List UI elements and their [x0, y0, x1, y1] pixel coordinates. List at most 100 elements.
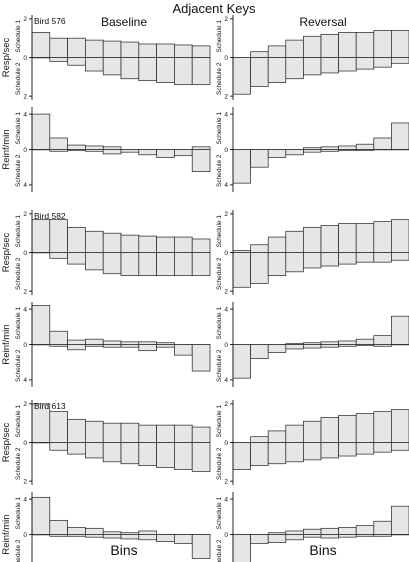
- bar-upper-4: [285, 230, 304, 253]
- schedule-1-label: Schedule 1: [216, 112, 223, 145]
- bar-upper-4: [85, 39, 104, 58]
- bar-upper-9: [174, 236, 193, 253]
- bar-lower-4: [285, 252, 304, 273]
- bar-lower-7: [338, 534, 357, 538]
- bar-lower-3: [267, 534, 287, 543]
- bar-lower-4: [85, 252, 104, 271]
- bar-upper-5: [102, 531, 122, 535]
- schedule-2-label: Schedule 2: [216, 257, 223, 290]
- bar-lower-8: [156, 149, 175, 158]
- bar-lower-1: [232, 534, 251, 562]
- bar-upper-4: [85, 338, 104, 345]
- schedule-1-label: Schedule 1: [15, 215, 22, 248]
- bar-lower-7: [138, 149, 157, 156]
- bar-upper-3: [67, 339, 86, 345]
- bar-upper-9: [174, 44, 193, 58]
- schedule-1-label: Schedule 1: [216, 20, 223, 53]
- bar-lower-6: [320, 57, 339, 74]
- bar-lower-1: [232, 442, 251, 470]
- schedule-2-label: Schedule 2: [216, 62, 223, 95]
- schedule-2-label: Schedule 2: [216, 349, 223, 382]
- bar-lower-4: [285, 534, 304, 541]
- bar-lower-2: [49, 252, 68, 259]
- y-tick-label-2: 2: [224, 93, 228, 100]
- bar-upper-9: [373, 411, 392, 443]
- bar-upper-8: [156, 43, 175, 58]
- y-label-resp-sec: Resp/sec: [1, 37, 12, 77]
- bar-upper-5: [102, 146, 122, 150]
- bar-lower-7: [138, 442, 157, 467]
- bar-upper-2: [49, 137, 68, 150]
- bar-upper-6: [320, 527, 339, 535]
- bar-lower-6: [120, 252, 140, 277]
- bar-lower-2: [250, 344, 269, 360]
- schedule-2-label: Schedule 2: [216, 539, 223, 562]
- bar-lower-1: [232, 57, 251, 95]
- bar-upper-2: [250, 244, 269, 253]
- bar-lower-3: [267, 57, 287, 83]
- bar-lower-9: [174, 149, 193, 157]
- bar-lower-1: [232, 252, 251, 288]
- y-tick-label-1: 0: [224, 342, 228, 349]
- bar-lower-2: [49, 442, 68, 451]
- bar-lower-5: [102, 252, 122, 275]
- bar-upper-3: [67, 227, 86, 253]
- bar-lower-4: [285, 344, 304, 350]
- bar-lower-10: [391, 252, 409, 261]
- bar-upper-10: [391, 315, 409, 345]
- bar-upper-7: [338, 32, 357, 58]
- y-tick-label-2: 2: [23, 288, 27, 295]
- y-tick-label-1: 0: [23, 147, 27, 154]
- y-tick-label-0: 4: [224, 111, 228, 118]
- bar-upper-5: [102, 340, 122, 345]
- bar-upper-9: [373, 30, 392, 58]
- bar-lower-4: [85, 534, 104, 538]
- bar-upper-2: [49, 519, 68, 535]
- bar-upper-6: [320, 417, 339, 443]
- bar-lower-7: [338, 57, 357, 72]
- bird-label-bird-613: Bird 613: [34, 401, 66, 411]
- bar-lower-5: [102, 534, 122, 539]
- bar-lower-5: [102, 344, 122, 348]
- bins-label-baseline: Bins: [110, 542, 137, 558]
- bar-lower-8: [156, 442, 175, 468]
- bar-upper-4: [285, 39, 304, 58]
- bar-lower-3: [267, 442, 287, 465]
- schedule-2-label: Schedule 2: [15, 62, 22, 95]
- y-tick-label-2: 2: [224, 288, 228, 295]
- bar-lower-4: [285, 442, 304, 463]
- bar-upper-4: [85, 230, 104, 253]
- y-tick-label-2: 4: [224, 377, 228, 384]
- bar-lower-5: [303, 57, 322, 76]
- bar-lower-7: [338, 442, 357, 457]
- y-tick-label-0: 4: [23, 496, 27, 503]
- y-tick-label-1: 0: [23, 532, 27, 539]
- y-label-resp-sec: Resp/sec: [1, 232, 12, 272]
- bar-lower-3: [67, 252, 86, 265]
- bar-lower-10: [191, 149, 211, 172]
- bar-upper-5: [303, 35, 322, 58]
- bar-upper-4: [85, 527, 104, 535]
- bar-lower-3: [67, 344, 86, 351]
- y-tick-label-0: 4: [23, 306, 27, 313]
- bar-lower-9: [373, 252, 392, 263]
- schedule-2-label: Schedule 2: [15, 154, 22, 187]
- y-label-resp-sec: Resp/sec: [1, 422, 12, 462]
- bar-upper-7: [338, 415, 357, 443]
- bar-upper-10: [391, 505, 409, 535]
- y-tick-label-0: 2: [224, 211, 228, 218]
- y-tick-label-0: 4: [224, 496, 228, 503]
- y-tick-label-1: 0: [23, 250, 27, 257]
- bar-upper-5: [303, 528, 322, 535]
- bar-upper-1: [31, 305, 51, 345]
- bar-upper-10: [191, 146, 211, 150]
- bar-lower-8: [156, 534, 175, 542]
- bar-lower-1: [232, 344, 251, 379]
- bar-upper-2: [49, 37, 68, 58]
- bar-upper-2: [49, 411, 68, 443]
